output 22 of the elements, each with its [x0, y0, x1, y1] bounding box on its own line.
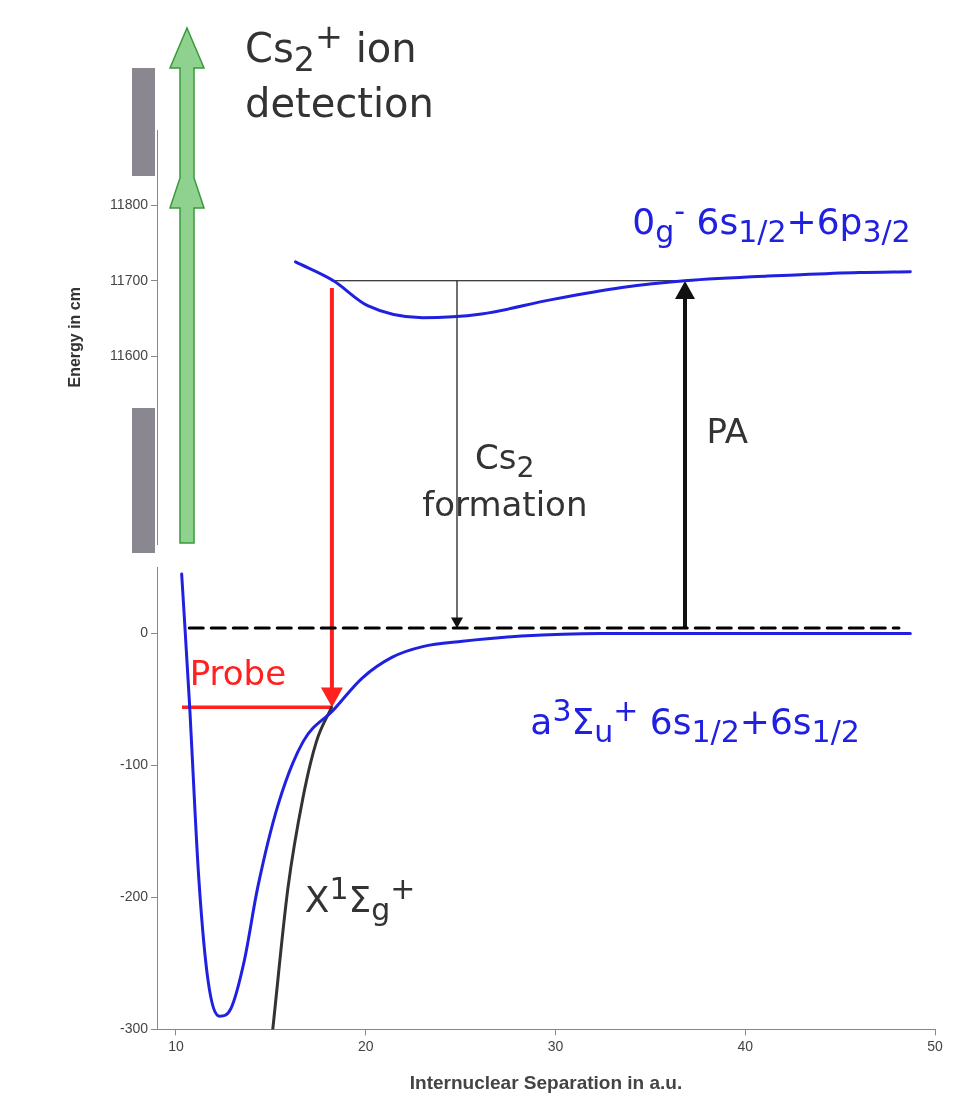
line-series	[294, 260, 912, 320]
line-series	[271, 705, 334, 1030]
y-axis-title: Energy in cm	[66, 287, 84, 388]
y-tick-label: 11700	[110, 271, 149, 288]
y-tick-label: 11800	[110, 196, 149, 213]
x-tick-label: 40	[737, 1037, 754, 1054]
y-tick-label: -200	[119, 888, 149, 905]
text: a$^{3}$Σ$_{u}$$^{+}$ 6s$_{1/2}$+6s$_{1/2}$	[530, 692, 860, 750]
y-tick-label: -300	[119, 1020, 149, 1037]
x-tick-label: 50	[927, 1037, 943, 1054]
x-axis-title: Internuclear Separation in a.u.	[409, 1071, 683, 1093]
annotation: Probe	[189, 653, 287, 694]
annotation: PA	[706, 410, 749, 451]
x-tick-label: 20	[357, 1037, 374, 1054]
y-tick-label: 11600	[110, 347, 149, 363]
y-tick-label: 0	[140, 624, 149, 641]
series-label: 0$_{g}$$^{-}$ 6s$_{1/2}$+6p$_{3/2}$	[632, 193, 911, 250]
chart-title: Cs$_{2}$$^{+}$ ion detection	[245, 17, 435, 126]
line-series	[180, 572, 912, 1018]
x-tick-label: 30	[547, 1037, 564, 1054]
x-tick-label: 10	[168, 1037, 184, 1054]
y-tick-label: -100	[119, 756, 149, 773]
